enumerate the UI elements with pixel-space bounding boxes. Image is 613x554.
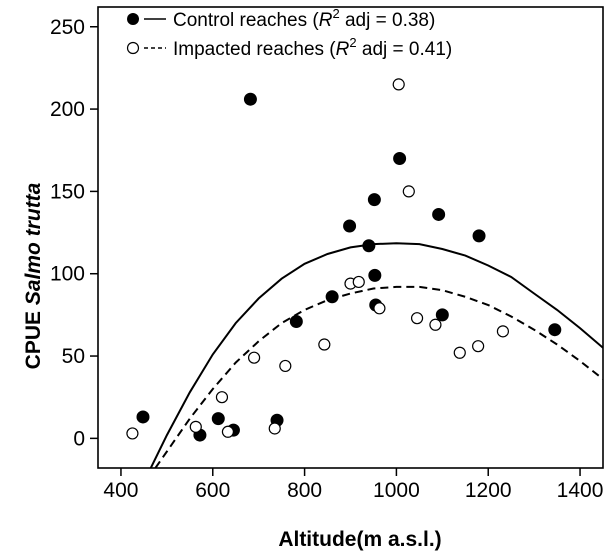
control-point — [367, 193, 381, 207]
impacted-point — [453, 346, 466, 359]
legend-marker-control — [127, 13, 139, 25]
impacted-point — [221, 425, 235, 438]
x-tick-label: 1400 — [557, 479, 604, 502]
x-tick-label: 400 — [103, 479, 138, 502]
control-point — [243, 92, 257, 106]
impacted-point — [392, 78, 405, 91]
y-tick-label: 0 — [73, 427, 85, 450]
impacted-point — [318, 338, 331, 351]
control-point — [393, 151, 407, 165]
control-point — [472, 229, 486, 243]
impacted-point — [402, 185, 415, 198]
y-axis-title: CPUE Salmo trutta — [22, 182, 45, 369]
legend: Control reaches (R2 adj = 0.38) Impacted… — [126, 6, 452, 60]
impacted-point — [247, 351, 261, 364]
impacted-point — [472, 340, 485, 353]
control-point — [548, 323, 562, 337]
impacted-point — [268, 422, 281, 435]
impacted-point — [279, 359, 292, 373]
axis-ticks: 400 600 800 1000 1200 1400 0 50 100 150 200 250 — [50, 16, 603, 502]
y-tick-label: 200 — [50, 98, 85, 121]
control-point — [289, 314, 303, 328]
legend-label-impacted: Impacted reaches (R2 adj = 0.41) — [173, 35, 452, 60]
impacted-point — [496, 325, 510, 338]
control-point — [362, 239, 376, 253]
control-point — [211, 412, 225, 426]
y-tick-label: 100 — [50, 263, 85, 286]
legend-label-control: Control reaches (R2 adj = 0.38) — [173, 6, 435, 31]
control-point — [325, 290, 339, 304]
x-tick-label: 800 — [287, 479, 322, 502]
impacted-point — [373, 302, 386, 315]
y-tick-label: 50 — [62, 345, 85, 368]
x-tick-label: 1000 — [373, 479, 420, 502]
x-tick-label: 1200 — [465, 479, 512, 502]
y-tick-label: 250 — [50, 16, 85, 39]
impacted-point — [429, 318, 442, 331]
plot-frame — [97, 6, 604, 469]
impacted-point — [352, 275, 365, 289]
control-point — [435, 308, 449, 322]
legend-marker-impacted — [126, 41, 140, 55]
control-point — [368, 268, 382, 282]
impacted-point — [189, 420, 202, 433]
impacted-point — [126, 427, 139, 440]
data-points — [126, 78, 562, 442]
control-point — [136, 410, 150, 424]
x-axis-title: Altitude(m a.s.l.) — [278, 528, 441, 551]
impacted-point — [215, 391, 229, 404]
impacted-fit-curve — [154, 285, 603, 468]
y-tick-label: 150 — [50, 180, 85, 203]
impacted-point — [410, 312, 424, 325]
x-tick-label: 600 — [195, 479, 230, 502]
control-point — [343, 219, 357, 233]
control-point — [432, 207, 446, 221]
